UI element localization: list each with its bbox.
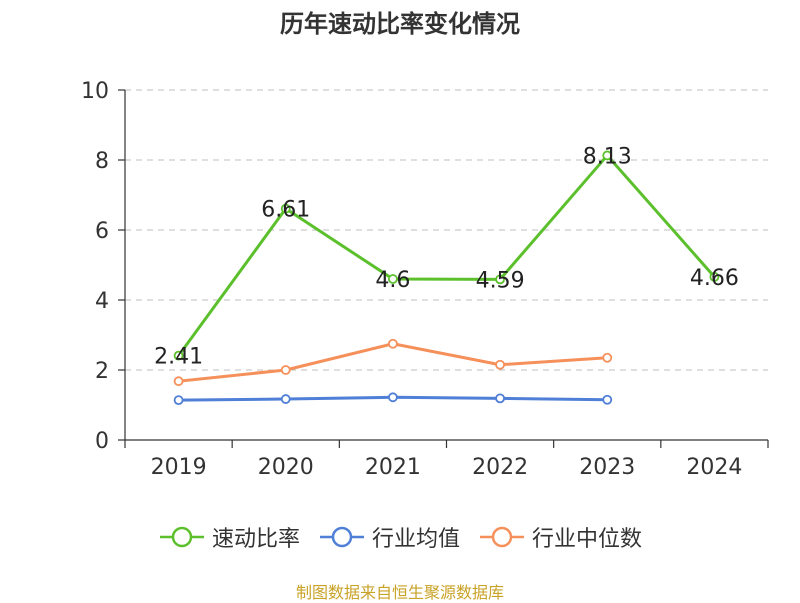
data-point [495, 274, 505, 285]
legend-marker-icon [319, 526, 364, 548]
data-point [280, 394, 291, 404]
data-point [602, 150, 613, 161]
data-point [495, 359, 505, 370]
data-label: 6.61 [261, 198, 310, 223]
data-label: 8.13 [583, 144, 632, 169]
data-point [173, 376, 184, 387]
data-point [388, 338, 398, 349]
data-label: 4.6 [375, 268, 410, 293]
legend-marker-icon [159, 526, 204, 548]
y-tick-label: 8 [95, 149, 109, 174]
data-point [602, 394, 613, 405]
source-note: 制图数据来自恒生聚源数据库 [295, 583, 504, 602]
legend-item[interactable]: 行业均值 [318, 521, 460, 553]
y-tick-label: 10 [81, 79, 109, 104]
series-line [178, 342, 608, 383]
data-point [602, 352, 613, 363]
legend-marker-icon [480, 526, 524, 548]
legend-label: 行业均值 [371, 527, 460, 552]
y-tick-label: 4 [95, 289, 109, 314]
data-label: 4.59 [476, 268, 525, 293]
x-tick-label: 2021 [365, 455, 421, 480]
data-label: 2.41 [154, 345, 203, 370]
data-point [709, 271, 720, 282]
y-tick-label: 0 [95, 429, 109, 454]
grid-lines [125, 89, 768, 371]
x-tick-label: 2024 [686, 455, 742, 480]
x-tick-label: 2019 [151, 455, 207, 480]
series-lines [173, 150, 720, 406]
y-tick-label: 6 [95, 219, 109, 244]
x-tick-label: 2023 [579, 455, 635, 480]
data-point [280, 365, 291, 375]
legend-item[interactable]: 速动比率 [158, 521, 300, 553]
y-tick-label: 2 [95, 359, 109, 384]
data-point [173, 350, 184, 361]
x-tick-label: 2020 [258, 455, 314, 480]
data-point [173, 395, 184, 406]
axes: 0 2 4 6 8 10 2019 2020 2021 2022 2023 2024 [81, 79, 769, 480]
data-label: 4.66 [690, 266, 739, 291]
data-point [388, 274, 398, 284]
legend-item[interactable]: 行业中位数 [478, 521, 642, 553]
series-line [177, 153, 716, 357]
legend-label: 行业中位数 [532, 527, 643, 552]
data-labels: 2.41 6.61 4.6 4.59 8.13 4.66 [154, 144, 739, 369]
legend: 速动比率 行业均值 行业中位数 [0, 520, 800, 554]
data-point [388, 392, 398, 403]
data-point [280, 203, 291, 214]
chart-title: 历年速动比率变化情况 [280, 10, 520, 38]
x-tick-label: 2022 [472, 455, 528, 480]
legend-label: 速动比率 [211, 527, 300, 552]
data-point [495, 393, 505, 404]
